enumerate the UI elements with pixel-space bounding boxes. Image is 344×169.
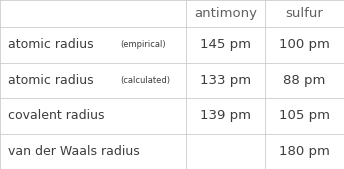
Text: 145 pm: 145 pm [200, 38, 251, 51]
Text: 100 pm: 100 pm [279, 38, 330, 51]
Text: van der Waals radius: van der Waals radius [8, 145, 140, 158]
Text: antimony: antimony [194, 7, 257, 20]
Text: 139 pm: 139 pm [200, 109, 251, 122]
Text: atomic radius: atomic radius [8, 38, 94, 51]
Text: (calculated): (calculated) [120, 76, 170, 85]
Text: 105 pm: 105 pm [279, 109, 330, 122]
Text: 180 pm: 180 pm [279, 145, 330, 158]
Text: atomic radius: atomic radius [8, 74, 94, 87]
Text: 88 pm: 88 pm [283, 74, 326, 87]
Text: 133 pm: 133 pm [200, 74, 251, 87]
Text: sulfur: sulfur [286, 7, 323, 20]
Text: covalent radius: covalent radius [8, 109, 105, 122]
Text: (empirical): (empirical) [120, 40, 165, 49]
